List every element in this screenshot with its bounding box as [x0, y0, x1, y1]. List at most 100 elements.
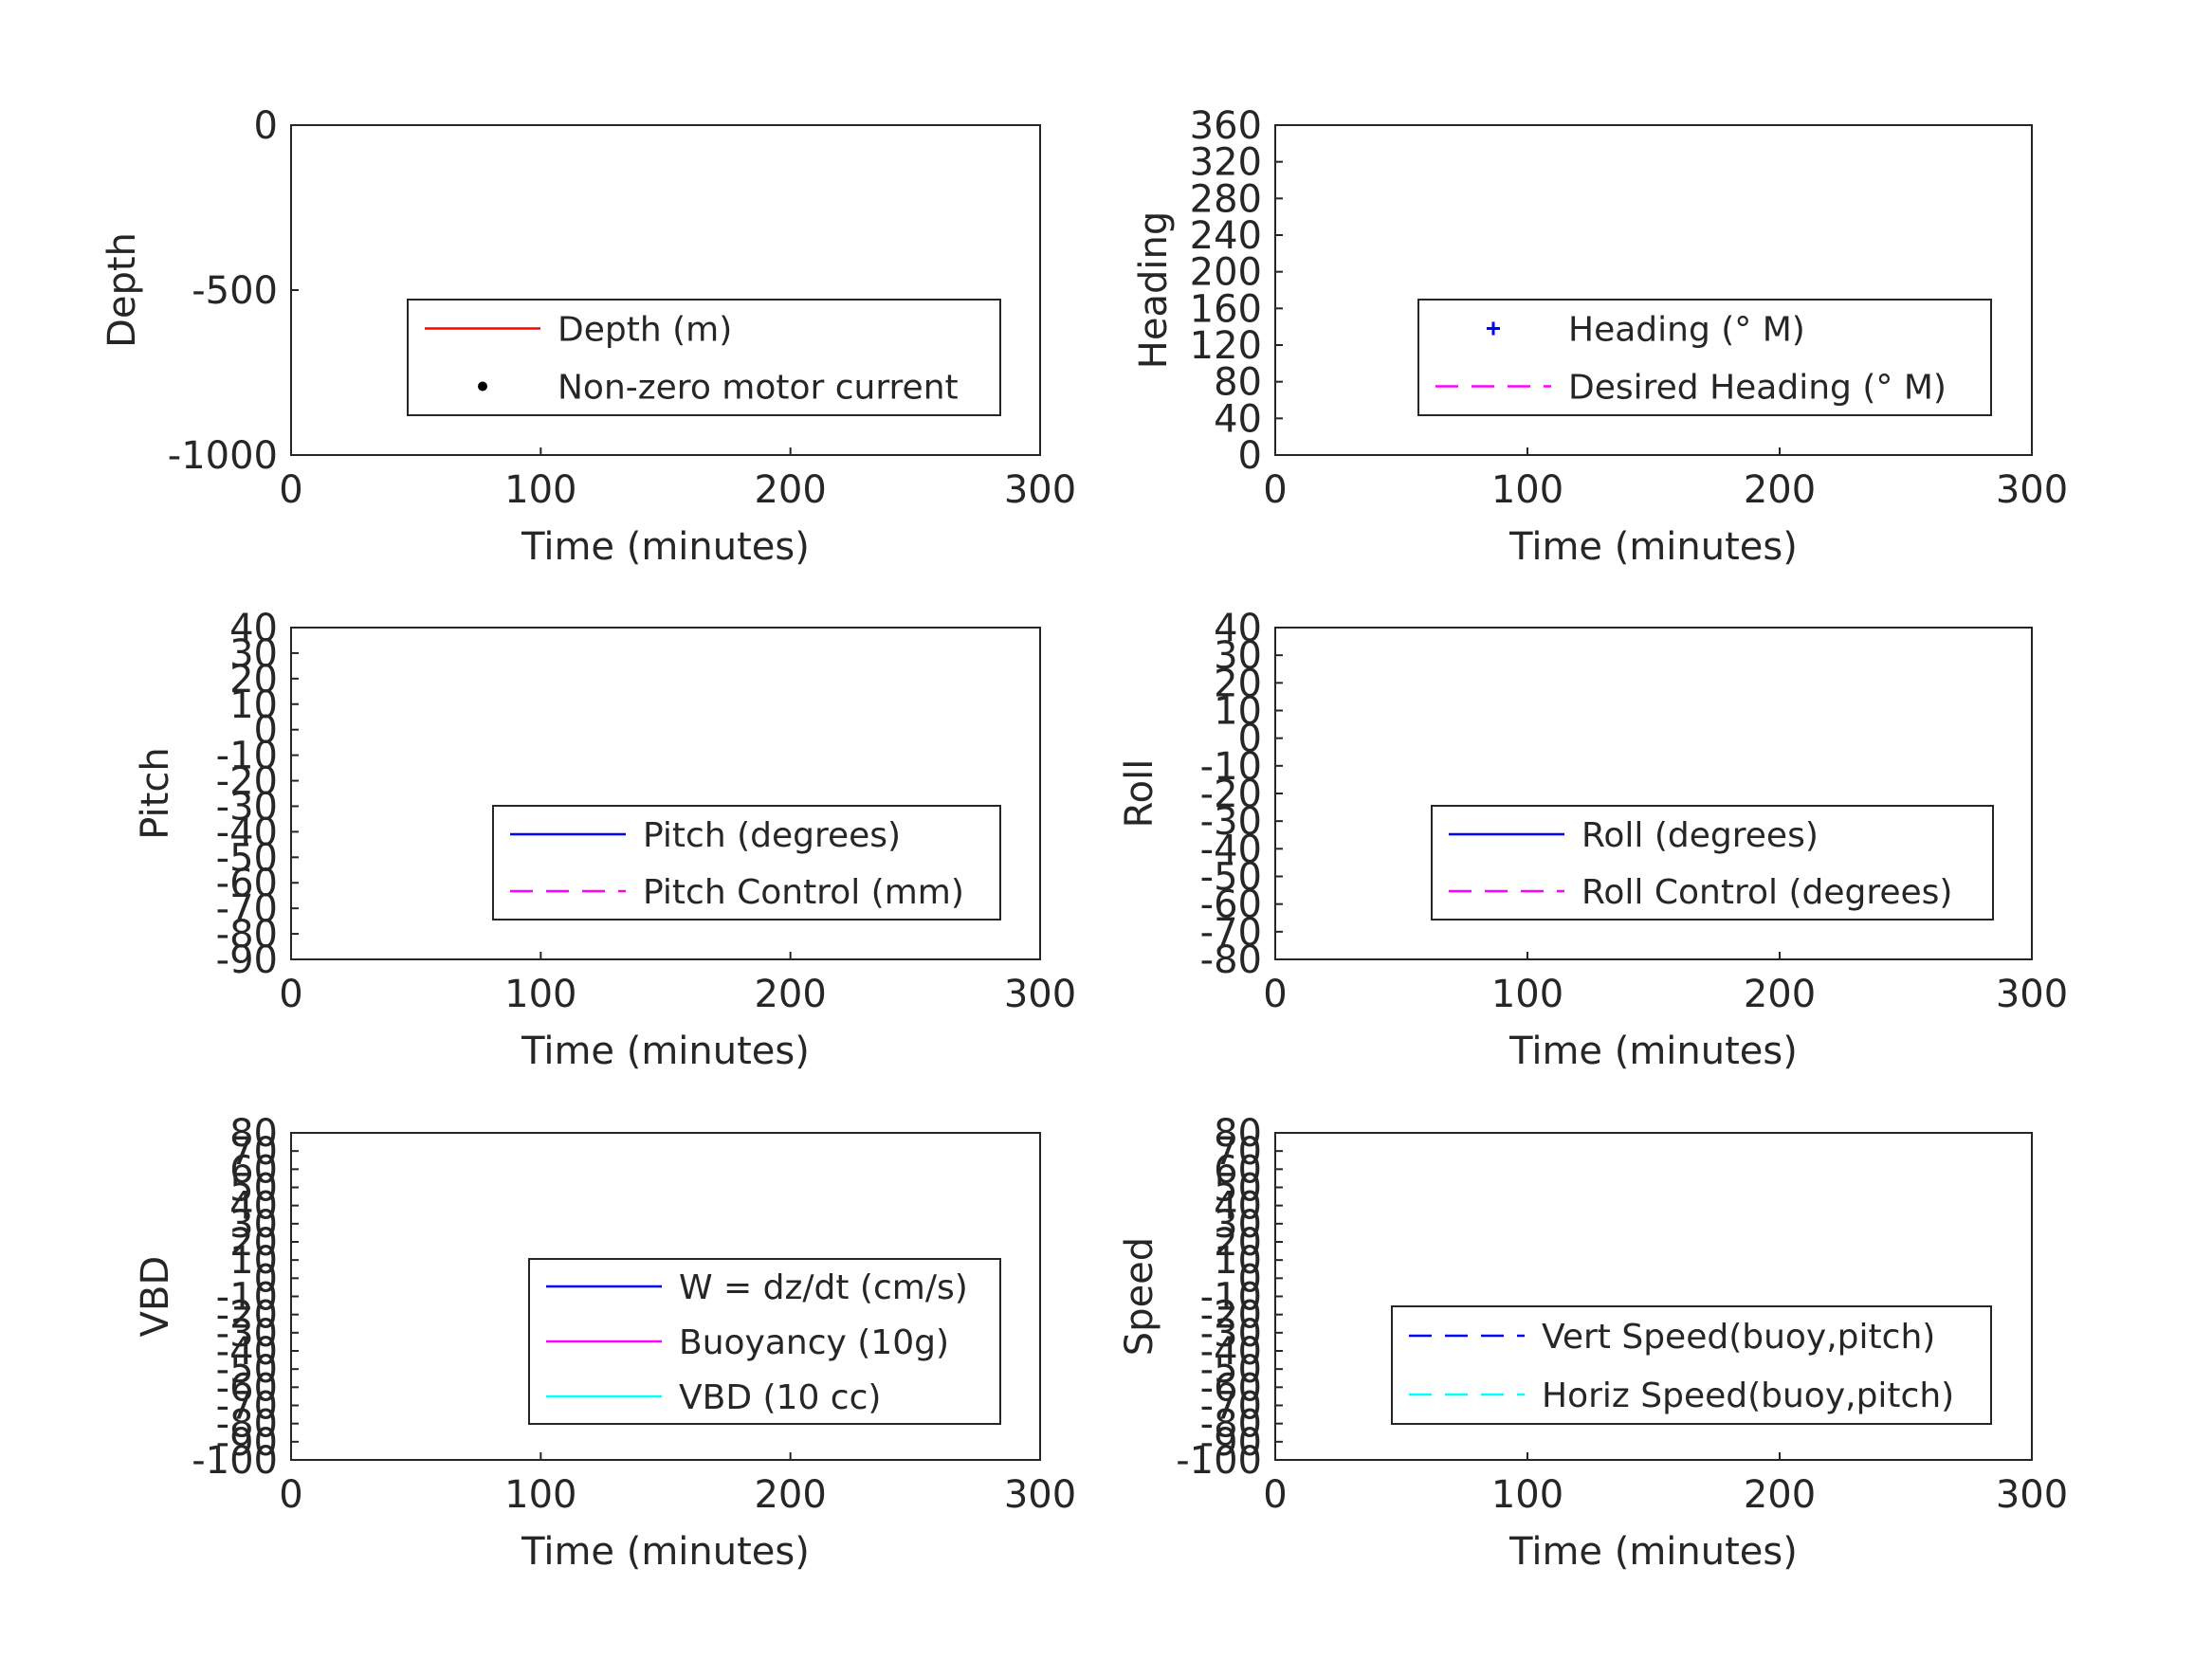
heading-ytick-label: 240 — [1190, 214, 1262, 258]
speed-ytick-label: 70 — [1214, 1130, 1262, 1174]
pitch-ytick-label: -70 — [216, 887, 278, 931]
heading-ytick-label: 160 — [1190, 287, 1262, 331]
chart-speed: 0 100 200 300-100-90-80-70-60-50-40-30-20-1… — [1118, 1112, 2068, 1574]
vbd-ytick-label: -90 — [216, 1421, 278, 1465]
speed-ytick-label: -80 — [1200, 1403, 1262, 1447]
speed-legend-label: Vert Speed(buoy,pitch) — [1542, 1318, 1935, 1357]
speed-xtick-label: 100 — [1491, 1473, 1563, 1517]
speed-ytick-label: 30 — [1214, 1203, 1262, 1247]
pitch-ytick-label: -20 — [216, 760, 278, 804]
speed-ytick-label: -20 — [1200, 1294, 1262, 1338]
heading-ytick-label: 200 — [1190, 251, 1262, 295]
roll-xtick-label: 0 — [1263, 973, 1287, 1016]
vbd-ytick-label: -10 — [216, 1276, 278, 1320]
heading-legend-swatch — [1487, 321, 1500, 336]
depth-ytick-label: -1000 — [168, 434, 278, 478]
heading-xlabel: Time (minutes) — [1508, 525, 1798, 569]
heading-legend-label: Desired Heading (° M) — [1568, 369, 1947, 408]
speed-ytick-label: 50 — [1214, 1167, 1262, 1211]
speed-xlabel: Time (minutes) — [1508, 1530, 1798, 1574]
heading-xtick-label: 200 — [1744, 468, 1816, 512]
depth-xtick-label: 100 — [504, 468, 576, 512]
roll-ytick-label: -40 — [1200, 828, 1262, 871]
depth-ytick-label: -500 — [192, 269, 278, 313]
speed-legend: Vert Speed(buoy,pitch) Horiz Speed(buoy,p… — [1391, 1305, 1992, 1425]
roll-xtick-label: 200 — [1744, 973, 1816, 1016]
vbd-ytick-label: -80 — [216, 1403, 278, 1447]
vbd-ytick-label: -30 — [216, 1312, 278, 1356]
heading-legend: Heading (° M) Desired Heading (° M) — [1417, 299, 1992, 416]
speed-ytick-label: 20 — [1214, 1221, 1262, 1265]
vbd-ytick-label: -100 — [192, 1439, 278, 1483]
pitch-ytick-label: 0 — [254, 709, 278, 753]
speed-ytick-label: -30 — [1200, 1312, 1262, 1356]
vbd-ytick-label: -60 — [216, 1366, 278, 1410]
heading-ytick-label: 360 — [1190, 104, 1262, 148]
speed-xtick-label: 300 — [1996, 1473, 2068, 1517]
heading-xtick-label: 100 — [1491, 468, 1563, 512]
vbd-ytick-label: 40 — [229, 1185, 278, 1229]
pitch-ytick-label: -10 — [216, 735, 278, 778]
depth-xtick-label: 300 — [1004, 468, 1076, 512]
depth-ytick-label: 0 — [254, 104, 278, 148]
roll-xtick-label: 300 — [1996, 973, 2068, 1016]
speed-ytick-label: -10 — [1200, 1276, 1262, 1320]
roll-legend-box — [1431, 805, 1994, 921]
speed-ytick-label: -100 — [1176, 1439, 1262, 1483]
roll-ytick-label: 10 — [1214, 690, 1262, 734]
roll-ytick-label: -10 — [1200, 745, 1262, 789]
roll-ytick-label: -30 — [1200, 800, 1262, 844]
roll-ytick-label: -50 — [1200, 856, 1262, 900]
heading-ytick-label: 40 — [1214, 397, 1262, 441]
speed-ytick-label: -70 — [1200, 1385, 1262, 1429]
speed-ytick-label: -90 — [1200, 1421, 1262, 1465]
pitch-xtick-label: 100 — [504, 973, 576, 1016]
chart-heading: 0 100 200 30004080120160200240280320360Time… — [1132, 104, 2068, 569]
vbd-ytick-label: -20 — [216, 1294, 278, 1338]
vbd-legend-label: W = dz/dt (cm/s) — [679, 1268, 968, 1307]
vbd-ytick-label: 60 — [229, 1148, 278, 1192]
speed-ytick-label: 0 — [1238, 1257, 1262, 1301]
speed-ylabel: Speed — [1118, 1237, 1161, 1356]
roll-legend: Roll (degrees) Roll Control (degrees) — [1431, 805, 1994, 921]
pitch-ytick-label: -60 — [216, 862, 278, 905]
heading-ytick-label: 280 — [1190, 177, 1262, 221]
chart-vbd: 0 100 200 300-100-90-80-70-60-50-40-30-20-1… — [134, 1112, 1076, 1574]
heading-legend-label: Heading (° M) — [1568, 311, 1805, 350]
depth-legend-swatch — [478, 381, 487, 392]
depth-legend: Depth (m) Non-zero motor current — [407, 299, 1001, 416]
chart-pitch: 0 100 200 300-90-80-70-60-50-40-30-20-10010… — [134, 607, 1076, 1073]
depth-xlabel: Time (minutes) — [521, 525, 810, 569]
roll-legend-label: Roll Control (degrees) — [1581, 873, 1952, 912]
vbd-ytick-label: 0 — [254, 1257, 278, 1301]
vbd-ytick-label: 70 — [229, 1130, 278, 1174]
roll-ytick-label: -70 — [1200, 911, 1262, 955]
pitch-ytick-label: -80 — [216, 913, 278, 957]
vbd-ytick-label: 50 — [229, 1167, 278, 1211]
roll-ytick-label: 20 — [1214, 662, 1262, 705]
depth-xtick-label: 200 — [754, 468, 826, 512]
vbd-ytick-label: 10 — [229, 1239, 278, 1283]
depth-xtick-label: 0 — [279, 468, 302, 512]
heading-xtick-label: 0 — [1263, 468, 1287, 512]
pitch-ytick-label: -50 — [216, 836, 278, 880]
vbd-xtick-label: 0 — [279, 1473, 302, 1517]
heading-ytick-label: 320 — [1190, 141, 1262, 185]
pitch-xtick-label: 0 — [279, 973, 302, 1016]
roll-ytick-label: -60 — [1200, 884, 1262, 927]
roll-legend-label: Roll (degrees) — [1581, 816, 1819, 855]
pitch-ylabel: Pitch — [134, 747, 177, 839]
vbd-legend-label: Buoyancy (10g) — [679, 1323, 949, 1362]
roll-ytick-label: 30 — [1214, 634, 1262, 678]
vbd-xtick-label: 200 — [754, 1473, 826, 1517]
pitch-ytick-label: -30 — [216, 785, 278, 829]
speed-ytick-label: 40 — [1214, 1185, 1262, 1229]
speed-ytick-label: -40 — [1200, 1330, 1262, 1374]
pitch-ytick-label: 10 — [229, 684, 278, 727]
speed-legend-label: Horiz Speed(buoy,pitch) — [1542, 1376, 1954, 1415]
speed-ytick-label: -50 — [1200, 1348, 1262, 1392]
pitch-ytick-label: 40 — [229, 607, 278, 650]
speed-ytick-label: -60 — [1200, 1366, 1262, 1410]
pitch-ytick-label: 20 — [229, 658, 278, 702]
